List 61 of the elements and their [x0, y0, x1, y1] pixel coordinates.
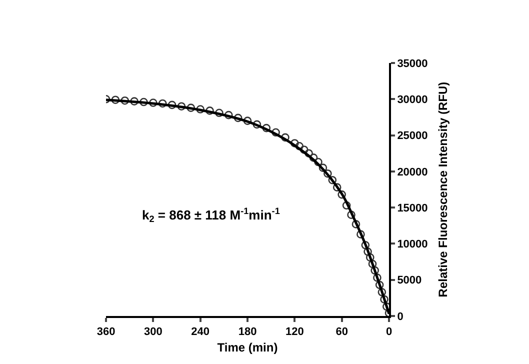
point — [111, 96, 120, 104]
point — [149, 98, 158, 107]
point — [352, 220, 360, 228]
y-tick-label: 0 — [397, 310, 404, 323]
x-tick-label: 120 — [285, 326, 304, 338]
x-tick-label: 0 — [386, 326, 392, 338]
point — [364, 248, 372, 256]
x-tick-label: 360 — [96, 326, 116, 338]
point — [252, 120, 262, 129]
point — [243, 116, 252, 125]
x-tick-label: 300 — [144, 326, 162, 338]
point — [370, 266, 379, 275]
y-tick-label: 30000 — [397, 94, 428, 106]
point — [158, 99, 167, 108]
y-axis-title: Relative Fluorescence Intensity (RFU) — [436, 82, 450, 298]
point — [368, 260, 377, 268]
point — [318, 164, 328, 172]
point — [130, 97, 138, 106]
point — [309, 154, 318, 162]
point — [140, 98, 148, 106]
point — [272, 128, 280, 137]
point — [120, 96, 130, 105]
point — [373, 274, 382, 282]
y-tick-label: 20000 — [397, 166, 428, 178]
point — [206, 106, 214, 115]
point — [196, 105, 204, 114]
annotation: k$_{2}$ = 868 ± 118 M$^{-1}$min$^{-1}$ — [142, 206, 280, 224]
point — [378, 288, 386, 296]
point — [224, 110, 233, 120]
point — [234, 114, 242, 122]
y-tick-label: 15000 — [397, 202, 428, 214]
point — [366, 253, 374, 262]
y-tick-label: 35000 — [397, 58, 428, 70]
point — [186, 104, 196, 112]
point — [262, 124, 271, 132]
point — [324, 169, 332, 178]
point — [304, 149, 313, 158]
point — [295, 142, 304, 150]
point — [177, 102, 186, 111]
x-tick-label: 240 — [191, 326, 210, 338]
point — [290, 139, 299, 148]
y-tick-label: 25000 — [397, 130, 428, 142]
x-tick-label: 180 — [238, 326, 257, 338]
point — [356, 230, 365, 238]
point — [380, 295, 388, 304]
y-tick-label: 10000 — [397, 238, 428, 251]
point — [342, 201, 351, 210]
point — [314, 158, 322, 166]
point — [281, 133, 290, 142]
point — [338, 190, 346, 199]
x-axis-title: Time (min) — [217, 340, 278, 355]
point — [168, 100, 176, 110]
point — [375, 280, 384, 290]
x-tick-label: 60 — [336, 326, 348, 338]
point — [332, 183, 342, 192]
point — [328, 176, 337, 184]
point — [347, 210, 356, 219]
y-tick-label: 5000 — [397, 274, 422, 287]
point — [300, 146, 308, 154]
point — [215, 108, 224, 118]
point — [361, 241, 370, 250]
